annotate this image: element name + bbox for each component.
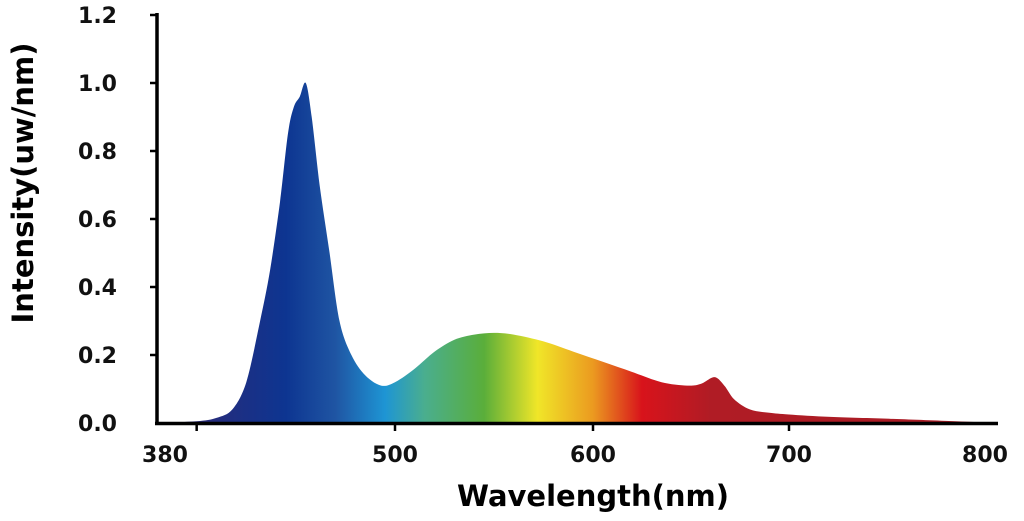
x-ticks: 380 500 600 700 800 [142, 423, 1008, 468]
spectrum-area [157, 82, 997, 424]
x-tick-label: 380 [142, 443, 188, 468]
y-tick-label: 0.0 [78, 412, 117, 437]
y-tick-label: 0.8 [78, 140, 117, 165]
y-tick-label: 0.6 [78, 208, 117, 233]
y-axis-title: Intensity(uw/nm) [6, 43, 40, 324]
x-tick-label: 700 [766, 443, 812, 468]
x-tick-label: 600 [570, 443, 616, 468]
x-axis-title: Wavelength(nm) [457, 479, 729, 513]
y-tick-label: 1.2 [78, 4, 117, 29]
y-tick-label: 0.4 [78, 276, 117, 301]
y-tick-label: 0.2 [78, 344, 117, 369]
y-tick-label: 1.0 [78, 72, 117, 97]
y-ticks: 0.0 0.2 0.4 0.6 0.8 1.0 1.2 [78, 4, 157, 437]
plot-area [157, 82, 997, 424]
x-tick-label: 500 [372, 443, 418, 468]
x-tick-label: 800 [962, 443, 1008, 468]
